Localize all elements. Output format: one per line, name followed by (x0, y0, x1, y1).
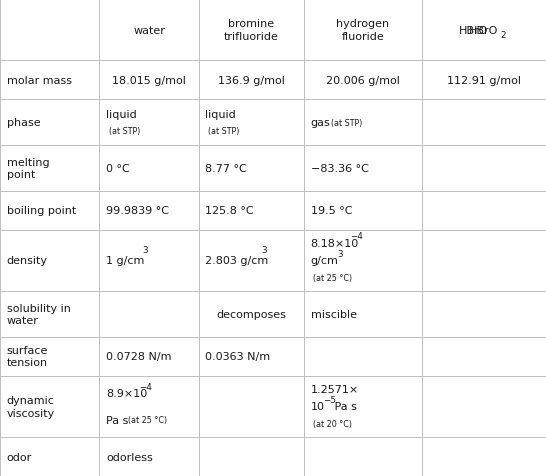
Text: miscible: miscible (311, 309, 357, 319)
Text: molar mass: molar mass (7, 76, 72, 86)
Text: phase: phase (7, 118, 40, 128)
Text: density: density (7, 256, 48, 266)
Text: 112.91 g/mol: 112.91 g/mol (447, 76, 521, 86)
Text: −4: −4 (350, 232, 363, 241)
Text: odor: odor (7, 452, 32, 462)
Text: −5: −5 (323, 395, 336, 404)
Text: 2.803 g/cm: 2.803 g/cm (205, 256, 269, 266)
Text: 3: 3 (337, 249, 343, 258)
Text: (at STP): (at STP) (331, 119, 363, 128)
Text: 8.9×10: 8.9×10 (106, 388, 147, 398)
Text: 3: 3 (143, 245, 148, 254)
Text: −83.36 °C: −83.36 °C (311, 164, 369, 174)
Text: Pa s: Pa s (106, 415, 128, 425)
Text: 0.0728 N/m: 0.0728 N/m (106, 351, 171, 361)
Text: 8.18×10: 8.18×10 (311, 238, 359, 248)
Text: (at 25 °C): (at 25 °C) (128, 416, 167, 425)
Text: liquid: liquid (205, 109, 236, 119)
Text: Pa s: Pa s (331, 402, 357, 412)
Text: HBrO: HBrO (469, 26, 498, 36)
Text: 20.006 g/mol: 20.006 g/mol (326, 76, 400, 86)
Text: gas: gas (311, 118, 330, 128)
Text: surface
tension: surface tension (7, 345, 48, 367)
Text: −4: −4 (139, 382, 152, 391)
Text: decomposes: decomposes (217, 309, 286, 319)
Text: HBrO: HBrO (459, 26, 489, 36)
Text: 19.5 °C: 19.5 °C (311, 206, 352, 216)
Text: (at 20 °C): (at 20 °C) (313, 419, 352, 428)
Text: 136.9 g/mol: 136.9 g/mol (218, 76, 285, 86)
Text: 10: 10 (311, 402, 325, 412)
Text: water: water (133, 26, 165, 36)
Text: (at STP): (at STP) (109, 127, 140, 136)
Text: 3: 3 (262, 245, 267, 254)
Text: odorless: odorless (106, 452, 153, 462)
Text: (at 25 °C): (at 25 °C) (313, 273, 353, 282)
Text: melting
point: melting point (7, 158, 49, 180)
Text: 2: 2 (500, 31, 506, 40)
Text: 99.9839 °C: 99.9839 °C (106, 206, 169, 216)
Text: solubility in
water: solubility in water (7, 303, 70, 326)
Text: boiling point: boiling point (7, 206, 76, 216)
Text: g/cm: g/cm (311, 256, 339, 266)
Text: 0.0363 N/m: 0.0363 N/m (205, 351, 270, 361)
Text: hydrogen
fluoride: hydrogen fluoride (336, 19, 389, 42)
Text: 125.8 °C: 125.8 °C (205, 206, 254, 216)
Text: 1.2571×: 1.2571× (311, 385, 359, 395)
Text: 0 °C: 0 °C (106, 164, 129, 174)
Text: dynamic
viscosity: dynamic viscosity (7, 396, 55, 418)
Text: bromine
trifluoride: bromine trifluoride (224, 19, 279, 42)
Text: liquid: liquid (106, 109, 136, 119)
Text: 18.015 g/mol: 18.015 g/mol (112, 76, 186, 86)
Text: 8.77 °C: 8.77 °C (205, 164, 247, 174)
Text: 1 g/cm: 1 g/cm (106, 256, 144, 266)
Text: (at STP): (at STP) (208, 127, 239, 136)
